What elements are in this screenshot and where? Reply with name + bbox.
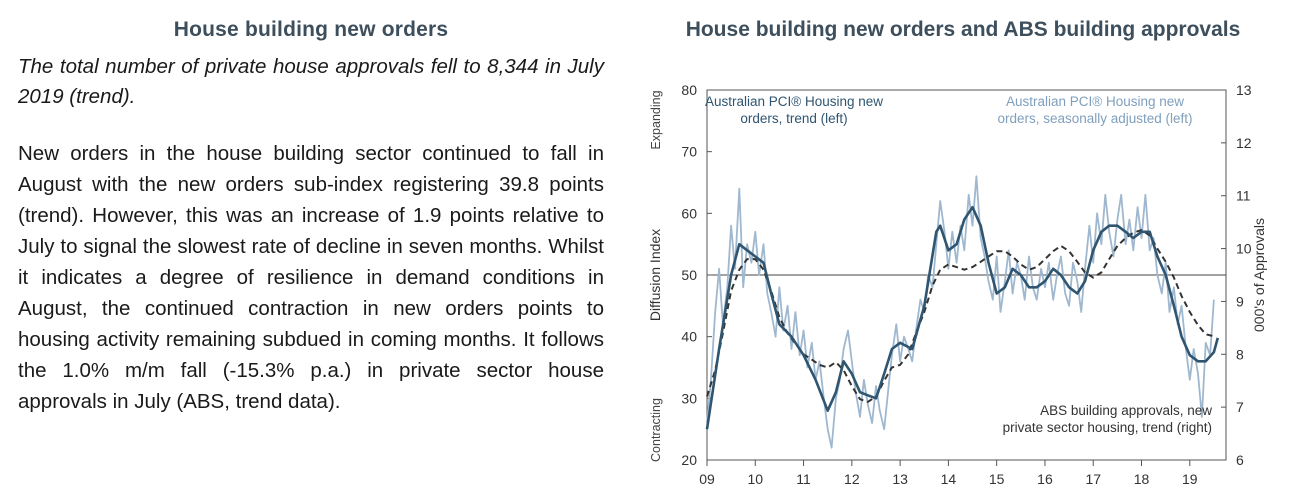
x-tick-label: 11: [796, 471, 811, 487]
y-left-tick-label: 40: [681, 329, 697, 345]
y-right-tick-label: 12: [1236, 135, 1252, 151]
y-left-tick-label: 70: [681, 144, 697, 160]
chart-title: House building new orders and ABS buildi…: [685, 18, 1241, 41]
y-right-tick-label: 13: [1236, 82, 1252, 98]
series-line-abs-approvals: [706, 229, 1215, 403]
y-right-axis-label: 000's of Approvals: [1251, 218, 1267, 332]
series-line-seasonally-adjusted: [706, 175, 1215, 449]
x-tick-label: 17: [1085, 471, 1101, 487]
y-right-tick-label: 6: [1236, 452, 1244, 468]
left-panel-title: House building new orders: [173, 18, 449, 41]
y-left-axis-label: Diffusion Index: [647, 229, 663, 321]
y-right-tick-label: 10: [1236, 241, 1252, 257]
chart-svg: 20 30 40 50 60 70 80 6 7 8 9 10 11 12 13 09 10 11 12 13 14 15…: [647, 82, 1267, 487]
x-tick-label: 09: [699, 471, 715, 487]
x-tick-label: 19: [1182, 471, 1198, 487]
annotation-trend: Australian PCI® Housing new orders, trend…: [705, 94, 883, 126]
y-right-tick-label: 9: [1236, 293, 1244, 309]
y-left-top-note: Expanding: [649, 90, 663, 149]
x-tick-label: 16: [1037, 471, 1053, 487]
x-tick-label: 18: [1134, 471, 1150, 487]
annotation-seasonally-adjusted: Australian PCI® Housing new orders, seaso…: [997, 94, 1192, 126]
annotation-abs: ABS building approvals, new private secto…: [1003, 403, 1213, 435]
y-right-tick-label: 7: [1236, 399, 1244, 415]
x-tick-label: 15: [989, 471, 1005, 487]
x-tick-label: 10: [747, 471, 763, 487]
series-line-trend: [705, 205, 1220, 430]
y-left-bottom-note: Contracting: [649, 398, 663, 462]
y-left-tick-label: 80: [681, 82, 697, 98]
y-right-tick-label: 11: [1236, 188, 1251, 204]
body-paragraph: New orders in the house building sector …: [18, 142, 604, 413]
x-tick-label: 14: [941, 471, 957, 487]
y-right-tick-label: 8: [1236, 346, 1244, 362]
y-left-tick-label: 60: [681, 205, 697, 221]
x-tick-label: 12: [844, 471, 860, 487]
y-left-tick-label: 30: [681, 390, 697, 406]
lead-paragraph: The total number of private house approv…: [18, 55, 604, 108]
left-panel: House building new orders The total numb…: [18, 18, 604, 417]
y-left-tick-label: 50: [681, 267, 697, 283]
x-tick-label: 13: [892, 471, 908, 487]
y-left-tick-label: 20: [681, 452, 697, 468]
